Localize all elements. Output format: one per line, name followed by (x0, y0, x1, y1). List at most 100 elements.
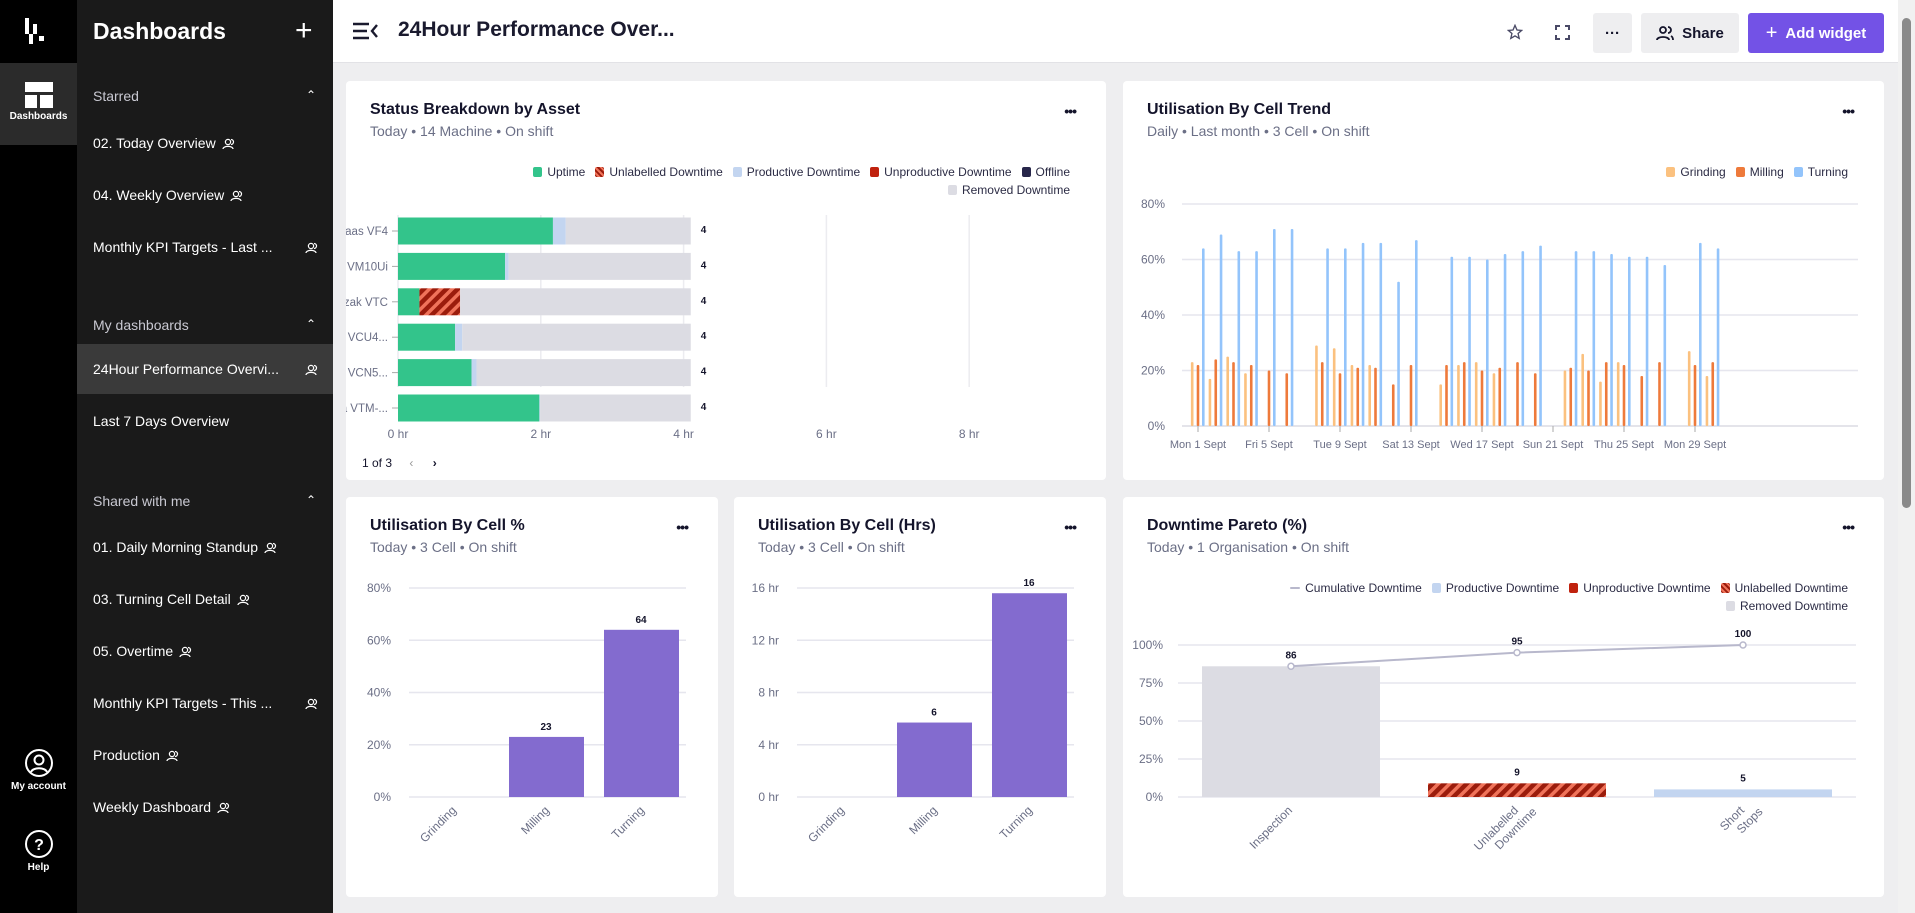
sidebar-item[interactable]: 01. Daily Morning Standup (77, 522, 333, 572)
widget-title: Utilisation By Cell Trend (1147, 101, 1332, 118)
legend-item[interactable]: Unproductive Downtime (1569, 581, 1711, 595)
data-label: 5 (1740, 773, 1746, 784)
legend-item[interactable]: Unproductive Downtime (870, 165, 1012, 179)
bar-milling (1445, 364, 1448, 426)
legend-item[interactable]: Removed Downtime (1725, 599, 1848, 613)
legend-item[interactable]: Productive Downtime (732, 165, 861, 179)
chevron-up-icon[interactable]: ⌃ (305, 317, 316, 331)
legend-swatch (732, 167, 742, 177)
fullscreen-icon[interactable] (1555, 25, 1570, 40)
status-chart: 0 hr 2 hr 4 hr 6 hr 8 hr Haas VF4 4 Hurco VM10U… (346, 215, 980, 441)
legend-item[interactable]: Unlabelled Downtime (1720, 581, 1848, 595)
my-account-button[interactable]: My account (0, 748, 77, 792)
legend-item[interactable]: Milling (1735, 165, 1784, 179)
sidebar-item[interactable]: 05. Overtime (77, 626, 333, 676)
bar-milling (1462, 362, 1466, 426)
sidebar-section-header[interactable]: Shared with me ⌃ (93, 493, 318, 509)
legend-label: Productive Downtime (746, 165, 861, 179)
x-tick-label: Grinding (417, 803, 459, 845)
utilisation-percent-chart: 0% 20% 40% 60% 80% Grinding 23 Milling 64 Turning (367, 581, 686, 845)
y-tick-label: Mazak VCN5... (346, 368, 388, 380)
y-tick-label: Mazak VCU4... (346, 332, 388, 344)
legend-item[interactable]: Removed Downtime (947, 183, 1070, 197)
bar-milling (1498, 367, 1502, 426)
cumulative-point (1287, 662, 1295, 671)
bar-milling (1533, 373, 1537, 426)
shared-icon (237, 595, 249, 606)
cumulative-point (1739, 641, 1747, 649)
sidebar-section-header[interactable]: Starred ⌃ (93, 88, 318, 104)
widget-menu-button[interactable]: ••• (1842, 519, 1855, 535)
bar-turning (1645, 256, 1649, 426)
prev-page-button[interactable]: ‹ (409, 456, 414, 470)
widget-menu-button[interactable]: ••• (1842, 103, 1855, 119)
legend-swatch (533, 167, 543, 177)
legend-swatch (947, 185, 957, 195)
bar-milling (1587, 370, 1590, 426)
legend-item[interactable]: Grinding (1666, 165, 1726, 179)
sidebar-item[interactable]: 24Hour Performance Overvi... (77, 344, 333, 394)
bar-milling (1267, 370, 1271, 426)
bar-unlabelled-downtime (1428, 783, 1606, 797)
share-button[interactable]: Share (1641, 13, 1739, 53)
collapse-sidebar-icon[interactable] (353, 22, 379, 40)
legend-swatch (1720, 583, 1730, 593)
bar-grinding (1599, 381, 1602, 426)
shared-icon (305, 365, 318, 376)
help-button[interactable]: ? Help (0, 829, 77, 873)
cumulative-label: 86 (1285, 650, 1297, 661)
bar-segment-removed-downtime (476, 359, 691, 387)
legend-swatch (1666, 167, 1676, 177)
sidebar-item[interactable]: Last 7 Days Overview (77, 396, 333, 446)
bar-short-stops (1654, 789, 1832, 797)
sidebar-item[interactable]: Monthly KPI Targets - Last ... (77, 222, 333, 272)
legend-label: Grinding (1680, 165, 1726, 179)
bar-segment-uptime (398, 394, 540, 422)
widget-menu-button[interactable]: ••• (1064, 103, 1077, 119)
bar-grinding (1492, 373, 1496, 426)
sidebar-item[interactable]: 02. Today Overview (77, 118, 333, 168)
y-tick-label: 4 hr (758, 738, 779, 752)
app-logo[interactable] (22, 16, 54, 53)
chevron-up-icon[interactable]: ⌃ (305, 493, 316, 507)
legend-item[interactable]: Uptime (533, 165, 585, 179)
next-page-button[interactable]: › (432, 456, 437, 470)
widget-menu-button[interactable]: ••• (676, 519, 689, 535)
sidebar-item[interactable]: 04. Weekly Overview (77, 170, 333, 220)
rail-dashboards-label: Dashboards (9, 111, 68, 122)
bar-segment-uptime (398, 288, 420, 316)
legend-item[interactable]: Turning (1793, 165, 1848, 179)
legend-item[interactable]: Unlabelled Downtime (595, 165, 723, 179)
star-icon[interactable] (1507, 24, 1523, 40)
sidebar-section-header[interactable]: My dashboards ⌃ (93, 317, 318, 333)
y-tick-label: 8 hr (758, 686, 779, 700)
legend-item[interactable]: Productive Downtime (1431, 581, 1559, 595)
bar-turning (1344, 248, 1347, 426)
shared-icon (305, 699, 318, 710)
bar-turning (1397, 281, 1400, 426)
bar-milling (1285, 373, 1289, 426)
more-options-button[interactable]: ··· (1593, 13, 1632, 53)
legend-item[interactable]: Cumulative Downtime (1290, 581, 1422, 595)
bar-turning (1663, 265, 1667, 426)
widget-menu-button[interactable]: ••• (1064, 519, 1077, 535)
add-widget-button[interactable]: + Add widget (1748, 13, 1884, 53)
add-dashboard-button[interactable]: + (295, 14, 313, 47)
my-account-label: My account (10, 781, 66, 792)
legend-item[interactable]: Offline (1021, 165, 1070, 179)
widget-title: Downtime Pareto (%) (1147, 517, 1308, 534)
sidebar-item[interactable]: Weekly Dashboard (77, 782, 333, 832)
sidebar-item[interactable]: Production (77, 730, 333, 780)
bar-turning (1379, 242, 1383, 426)
widget-title: Utilisation By Cell (Hrs) (758, 517, 936, 534)
widget-subtitle: Today • 3 Cell • On shift (370, 539, 517, 555)
sidebar-item-label: 02. Today Overview (93, 135, 216, 151)
rail-dashboards-button[interactable]: Dashboards (0, 63, 77, 145)
sidebar-item[interactable]: 03. Turning Cell Detail (77, 574, 333, 624)
scrollbar-thumb[interactable] (1902, 18, 1911, 508)
page-scrollbar[interactable] (1898, 0, 1915, 913)
bar-milling (1516, 362, 1519, 426)
chevron-up-icon[interactable]: ⌃ (305, 88, 316, 102)
sidebar-item[interactable]: Monthly KPI Targets - This ... (77, 678, 333, 728)
y-tick-label: 60% (1141, 253, 1165, 267)
